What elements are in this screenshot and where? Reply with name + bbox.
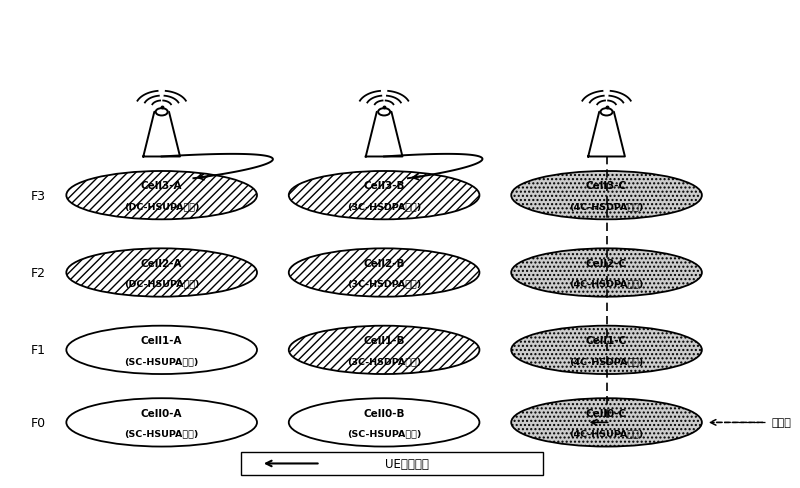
Ellipse shape	[511, 326, 702, 374]
Text: Cell1-A: Cell1-A	[141, 336, 182, 346]
Text: Cell0-B: Cell0-B	[363, 408, 405, 418]
Ellipse shape	[289, 172, 479, 220]
Text: (4C-HSDPA模式): (4C-HSDPA模式)	[570, 279, 644, 288]
Ellipse shape	[66, 249, 257, 297]
Text: (3C-HSDPA模式): (3C-HSDPA模式)	[347, 356, 422, 365]
Text: (4C-HSDPA模式): (4C-HSDPA模式)	[570, 356, 644, 365]
Text: Cell2-C: Cell2-C	[586, 258, 627, 268]
Polygon shape	[366, 113, 402, 157]
Text: (SC-HSUPA模式): (SC-HSUPA模式)	[125, 356, 199, 365]
Text: Cell0-A: Cell0-A	[141, 408, 182, 418]
Text: (3C-HSDPA模式): (3C-HSDPA模式)	[347, 202, 422, 211]
Ellipse shape	[66, 398, 257, 447]
Text: (SC-HSUPA模式): (SC-HSUPA模式)	[347, 428, 422, 438]
Text: F1: F1	[30, 344, 46, 357]
Text: (SC-HSUPA模式): (SC-HSUPA模式)	[125, 428, 199, 438]
Ellipse shape	[289, 249, 479, 297]
Polygon shape	[588, 113, 625, 157]
Text: (DC-HSUPA模式): (DC-HSUPA模式)	[124, 279, 199, 288]
Text: (4C-HSUPA模式): (4C-HSUPA模式)	[570, 428, 644, 438]
Ellipse shape	[511, 398, 702, 447]
Ellipse shape	[66, 326, 257, 374]
Bar	[241, 452, 543, 475]
Text: (4C-HSDPA模式): (4C-HSDPA模式)	[570, 202, 644, 211]
Text: Cell0-C: Cell0-C	[586, 408, 627, 418]
Circle shape	[156, 109, 168, 116]
Ellipse shape	[289, 326, 479, 374]
Ellipse shape	[66, 172, 257, 220]
Circle shape	[378, 109, 390, 116]
Text: Cell3-C: Cell3-C	[586, 181, 627, 191]
Text: Cell3-B: Cell3-B	[363, 181, 405, 191]
Text: Cell2-A: Cell2-A	[141, 258, 182, 268]
Circle shape	[601, 109, 613, 116]
Text: F2: F2	[30, 266, 46, 280]
Text: Cell1-B: Cell1-B	[363, 336, 405, 346]
Text: Cell3-A: Cell3-A	[141, 181, 182, 191]
Ellipse shape	[511, 249, 702, 297]
Text: F3: F3	[30, 189, 46, 202]
Text: F0: F0	[30, 416, 46, 429]
Ellipse shape	[511, 172, 702, 220]
Text: (DC-HSUPA模式): (DC-HSUPA模式)	[124, 202, 199, 211]
Text: (3C-HSDPA模式): (3C-HSDPA模式)	[347, 279, 422, 288]
Text: Cell2-B: Cell2-B	[363, 258, 405, 268]
Ellipse shape	[289, 398, 479, 447]
Text: Cell1-C: Cell1-C	[586, 336, 627, 346]
Text: 主载波: 主载波	[771, 418, 791, 427]
Text: UE移动方向: UE移动方向	[386, 457, 429, 470]
Polygon shape	[143, 113, 180, 157]
